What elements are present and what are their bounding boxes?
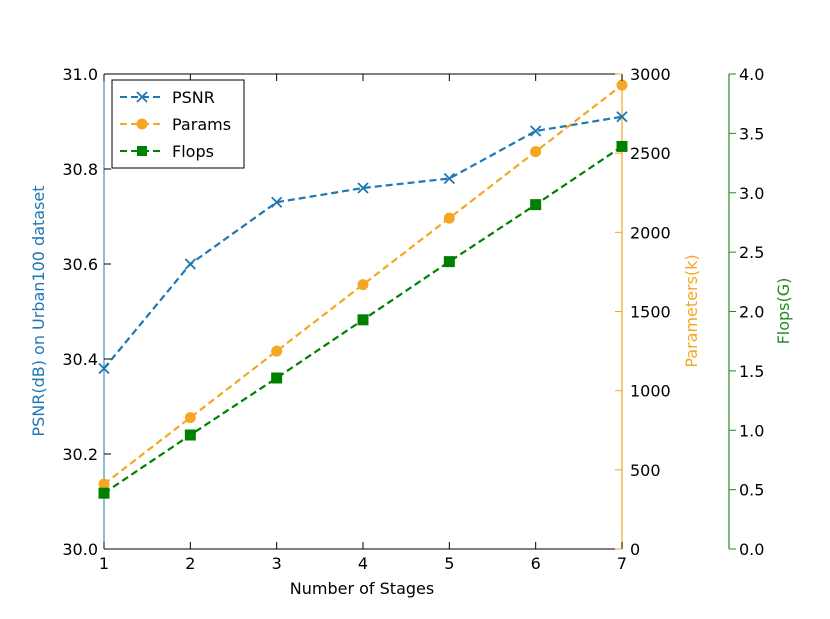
params-tick-label: 2000 [630,223,671,242]
data-point-flops [530,199,542,211]
flops-tick-label: 0.0 [739,540,764,559]
data-point-psnr [184,258,196,270]
x-tick-label: 5 [444,554,454,573]
x-axis-label: Number of Stages [290,579,434,598]
flops-tick-label: 1.5 [739,362,764,381]
data-point-flops [98,487,110,499]
data-point-params [357,279,369,291]
params-tick-label: 3000 [630,65,671,84]
legend-label-psnr: PSNR [172,88,215,107]
params-tick-label: 1000 [630,382,671,401]
data-point-flops [271,372,283,384]
legend-marker-flops [137,146,147,156]
data-point-params [184,412,196,424]
left-tick-label: 31.0 [62,65,98,84]
flops-tick-label: 2.5 [739,243,764,262]
left-tick-label: 30.4 [62,350,98,369]
params-tick-label: 0 [630,540,640,559]
data-point-psnr [530,125,542,137]
axis-ticks: 1 2 3 4 5 6 7 30.0 30.2 30.4 30.6 30.8 31.0 0 500 1000 1… [62,65,764,573]
data-point-params [530,146,542,158]
left-tick-label: 30.0 [62,540,98,559]
x-tick-label: 4 [358,554,368,573]
data-point-psnr [443,172,455,185]
params-tick-label: 1500 [630,303,671,322]
legend: PSNR Params Flops [111,79,245,169]
params-tick-label: 2500 [630,144,671,163]
data-point-params [98,478,110,490]
left-tick-label: 30.6 [62,255,98,274]
data-point-psnr [271,196,283,208]
data-point-flops [443,256,455,268]
x-tick-label: 7 [617,554,627,573]
flops-tick-label: 3.5 [739,124,764,143]
legend-marker-params [136,118,148,130]
left-tick-label: 30.8 [62,160,98,179]
flops-axis-label: Flops(G) [774,278,793,345]
left-axis-label: PSNR(dB) on Urban100 dataset [29,185,48,436]
legend-label-flops: Flops [172,142,214,161]
legend-entry-flops: Flops [120,142,214,161]
legend-entry-psnr: PSNR [120,88,215,107]
params-tick-label: 500 [630,461,661,480]
flops-tick-label: 3.0 [739,184,764,203]
data-point-params [271,345,283,357]
flops-tick-label: 1.0 [739,421,764,440]
x-tick-label: 3 [272,554,282,573]
x-tick-label: 2 [185,554,195,573]
data-point-flops [184,429,196,441]
left-tick-label: 30.2 [62,445,98,464]
data-point-flops [616,140,628,152]
data-point-flops [357,314,369,326]
data-point-psnr [357,182,369,194]
series-markers [98,79,628,499]
flops-tick-label: 2.0 [739,303,764,322]
flops-tick-label: 4.0 [739,65,764,84]
x-tick-label: 1 [99,554,109,573]
legend-label-params: Params [172,115,231,134]
params-axis-label: Parameters(k) [682,254,701,367]
data-point-psnr [616,111,628,123]
data-point-psnr [98,362,110,375]
flops-tick-label: 0.5 [739,481,764,500]
data-point-params [616,79,628,91]
data-point-params [443,212,455,224]
legend-entry-params: Params [120,115,231,134]
x-tick-label: 6 [531,554,541,573]
legend-marker-psnr [136,91,148,103]
